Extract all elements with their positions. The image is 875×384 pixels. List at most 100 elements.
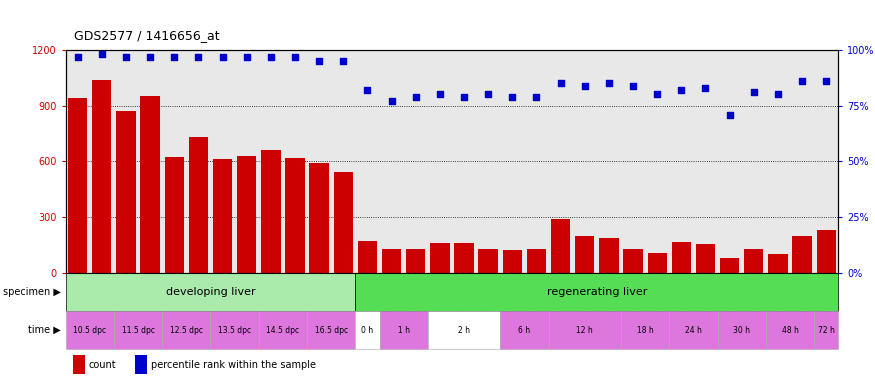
- Bar: [718, 311, 766, 349]
- Text: 48 h: 48 h: [781, 326, 798, 335]
- Bar: [66, 311, 114, 349]
- Bar: [549, 311, 621, 349]
- Bar: [599, 238, 619, 273]
- Bar: [766, 311, 814, 349]
- Point: [529, 94, 543, 100]
- Text: count: count: [88, 360, 116, 370]
- Point: [192, 53, 206, 60]
- Text: regenerating liver: regenerating liver: [547, 287, 647, 297]
- Bar: [814, 311, 838, 349]
- Point: [650, 91, 664, 98]
- Bar: [793, 235, 812, 273]
- Bar: [285, 157, 304, 273]
- Bar: [621, 311, 669, 349]
- Point: [385, 98, 399, 104]
- Bar: [141, 96, 160, 273]
- Text: 1 h: 1 h: [397, 326, 410, 335]
- Point: [481, 91, 495, 98]
- Text: 10.5 dpc: 10.5 dpc: [74, 326, 107, 335]
- Point: [723, 111, 737, 118]
- Bar: [623, 248, 642, 273]
- Point: [578, 83, 592, 89]
- Bar: [114, 311, 162, 349]
- Point: [119, 53, 133, 60]
- Point: [94, 51, 108, 58]
- Bar: [527, 248, 546, 273]
- Bar: [551, 219, 570, 273]
- Text: specimen ▶: specimen ▶: [4, 287, 61, 297]
- Bar: [135, 355, 147, 374]
- Bar: [648, 253, 667, 273]
- Text: 12 h: 12 h: [577, 326, 593, 335]
- Text: percentile rank within the sample: percentile rank within the sample: [150, 360, 316, 370]
- Point: [554, 80, 568, 86]
- Bar: [355, 273, 838, 311]
- Bar: [696, 244, 715, 273]
- Text: 11.5 dpc: 11.5 dpc: [122, 326, 155, 335]
- Bar: [355, 311, 380, 349]
- Point: [433, 91, 447, 98]
- Point: [264, 53, 278, 60]
- Text: 72 h: 72 h: [818, 326, 835, 335]
- Point: [626, 83, 640, 89]
- Bar: [669, 311, 718, 349]
- Bar: [310, 163, 329, 273]
- Point: [602, 80, 616, 86]
- Bar: [768, 254, 788, 273]
- Point: [771, 91, 785, 98]
- Text: time ▶: time ▶: [29, 325, 61, 335]
- Bar: [406, 248, 425, 273]
- Point: [795, 78, 809, 84]
- Point: [336, 58, 350, 64]
- Point: [746, 89, 760, 95]
- Bar: [333, 172, 353, 273]
- Bar: [262, 150, 281, 273]
- Text: 30 h: 30 h: [733, 326, 750, 335]
- Point: [698, 85, 712, 91]
- Bar: [500, 311, 549, 349]
- Point: [144, 53, 158, 60]
- Text: 24 h: 24 h: [685, 326, 702, 335]
- Text: 6 h: 6 h: [518, 326, 530, 335]
- Bar: [211, 311, 259, 349]
- Text: GDS2577 / 1416656_at: GDS2577 / 1416656_at: [74, 29, 220, 42]
- Text: 14.5 dpc: 14.5 dpc: [266, 326, 299, 335]
- Bar: [720, 258, 739, 273]
- Point: [409, 94, 423, 100]
- Point: [312, 58, 326, 64]
- Bar: [213, 159, 232, 273]
- Point: [505, 94, 519, 100]
- Bar: [116, 111, 136, 273]
- Point: [167, 53, 181, 60]
- Bar: [380, 311, 428, 349]
- Point: [71, 53, 85, 60]
- Bar: [92, 79, 111, 273]
- Bar: [259, 311, 307, 349]
- Point: [675, 87, 689, 93]
- Bar: [382, 248, 402, 273]
- Text: 12.5 dpc: 12.5 dpc: [170, 326, 203, 335]
- Bar: [164, 157, 184, 273]
- Text: developing liver: developing liver: [165, 287, 256, 297]
- Point: [288, 53, 302, 60]
- Bar: [66, 273, 355, 311]
- Bar: [162, 311, 211, 349]
- Bar: [430, 243, 450, 273]
- Text: 0 h: 0 h: [361, 326, 374, 335]
- Bar: [237, 156, 256, 273]
- Text: 16.5 dpc: 16.5 dpc: [315, 326, 347, 335]
- Point: [819, 78, 833, 84]
- Bar: [672, 242, 691, 273]
- Text: 2 h: 2 h: [458, 326, 470, 335]
- Bar: [74, 355, 85, 374]
- Bar: [479, 248, 498, 273]
- Point: [215, 53, 229, 60]
- Point: [457, 94, 471, 100]
- Bar: [816, 230, 836, 273]
- Bar: [189, 137, 208, 273]
- Bar: [358, 241, 377, 273]
- Bar: [307, 311, 355, 349]
- Bar: [502, 250, 522, 273]
- Bar: [454, 243, 473, 273]
- Bar: [575, 235, 594, 273]
